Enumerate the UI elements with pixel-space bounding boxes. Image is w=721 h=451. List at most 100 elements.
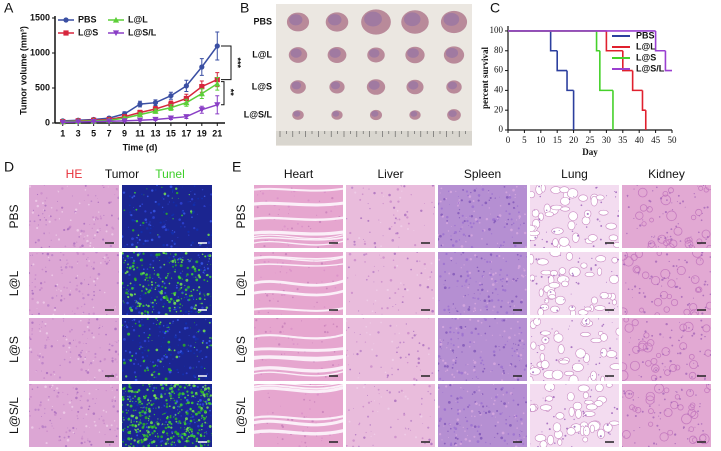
cell xyxy=(196,366,198,368)
cell xyxy=(676,391,678,393)
cell xyxy=(175,187,178,190)
cell xyxy=(93,223,96,226)
cell xyxy=(196,403,199,406)
cell xyxy=(85,351,87,353)
x-tick-label: 0 xyxy=(506,135,511,145)
cell xyxy=(451,366,454,369)
cell xyxy=(139,414,142,417)
cell xyxy=(140,302,142,305)
cell xyxy=(460,228,462,230)
cell xyxy=(193,352,196,355)
tubule xyxy=(681,413,692,425)
marker xyxy=(198,90,205,97)
cell xyxy=(141,319,143,321)
cell xyxy=(96,318,99,321)
cell xyxy=(523,269,526,272)
cell xyxy=(439,234,442,238)
cell xyxy=(498,246,501,248)
x-tick-label: 25 xyxy=(586,135,596,145)
cell xyxy=(556,309,559,312)
alveolus xyxy=(600,347,608,358)
cell xyxy=(194,437,196,438)
cell xyxy=(677,352,679,355)
cell xyxy=(388,297,391,300)
cell xyxy=(166,349,169,352)
cell xyxy=(264,330,267,333)
cell xyxy=(551,328,553,330)
cell xyxy=(163,405,165,407)
cell xyxy=(700,337,703,340)
micrograph xyxy=(530,252,619,315)
cell xyxy=(454,362,457,364)
alveolus xyxy=(558,359,570,365)
cell xyxy=(265,200,268,203)
cell xyxy=(396,347,398,349)
alveolus xyxy=(566,392,575,402)
cell xyxy=(687,413,689,415)
cell xyxy=(31,330,33,332)
cell xyxy=(45,371,49,375)
cell xyxy=(84,279,86,281)
cell xyxy=(700,254,703,257)
cell xyxy=(655,186,658,189)
tissue xyxy=(29,384,119,447)
cell xyxy=(127,311,129,313)
cell xyxy=(155,286,157,289)
cell xyxy=(429,276,432,278)
cell xyxy=(174,335,177,339)
cell xyxy=(94,402,96,404)
cell xyxy=(52,318,54,320)
cell xyxy=(305,445,307,447)
cell xyxy=(655,443,658,445)
cell xyxy=(534,236,537,239)
cell xyxy=(127,398,130,401)
cell xyxy=(472,426,474,428)
cell xyxy=(501,386,504,390)
cell xyxy=(514,196,516,199)
cell xyxy=(206,346,209,349)
cell xyxy=(451,384,453,386)
cell xyxy=(94,219,97,221)
cell xyxy=(168,420,172,424)
cell xyxy=(112,227,115,230)
cell xyxy=(88,350,90,353)
cell xyxy=(396,232,399,235)
cell xyxy=(41,321,44,323)
cell xyxy=(174,417,178,421)
cell xyxy=(625,282,627,284)
cell xyxy=(191,395,193,397)
cell xyxy=(525,401,527,404)
alveolus xyxy=(537,307,544,315)
cell xyxy=(180,258,182,261)
cell xyxy=(502,288,505,292)
cell xyxy=(688,327,690,329)
cell xyxy=(324,376,327,378)
cell xyxy=(162,413,164,416)
cell xyxy=(468,404,471,407)
cell xyxy=(440,207,443,210)
cell xyxy=(71,310,73,312)
tissue xyxy=(29,318,119,381)
survival-step xyxy=(631,70,643,92)
cell xyxy=(129,424,131,426)
cell xyxy=(131,256,133,259)
cell xyxy=(56,395,59,398)
cell xyxy=(106,313,108,315)
cell xyxy=(300,373,302,375)
cell xyxy=(164,291,167,295)
cell xyxy=(461,332,464,336)
cell xyxy=(126,243,129,246)
cell xyxy=(122,428,125,431)
cell xyxy=(268,213,271,216)
cell xyxy=(58,376,62,379)
cell xyxy=(174,259,177,262)
cell xyxy=(611,322,613,324)
cell xyxy=(157,284,160,288)
cell xyxy=(636,185,638,186)
cell xyxy=(123,326,125,327)
cell xyxy=(369,231,371,233)
cell xyxy=(499,268,503,272)
cell xyxy=(449,190,453,194)
cell xyxy=(147,426,150,429)
cell xyxy=(382,235,384,237)
